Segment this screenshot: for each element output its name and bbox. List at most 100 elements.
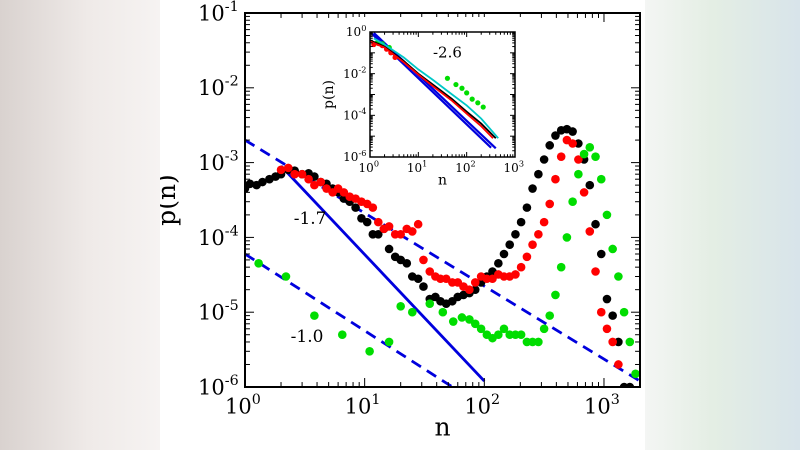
inset-series-2-point-8: [469, 96, 475, 102]
main-series-2-point-55: [591, 267, 600, 276]
main-series-1-point-67: [625, 382, 635, 387]
main-y-tick-label-6: 10-1: [198, 0, 239, 25]
inset-data-layer: [370, 32, 499, 150]
main-series-2-point-26: [425, 267, 435, 276]
main-series-1-point-25: [384, 244, 394, 254]
main-series-2-point-7: [316, 177, 326, 187]
main-series-3-point-9: [425, 299, 435, 308]
inset-series-2-point-5: [453, 81, 459, 88]
main-series-1-point-31: [419, 282, 428, 291]
main-series-3-point-13: [465, 315, 474, 324]
main-series-1-point-54: [551, 131, 560, 140]
main-series-1-point-46: [505, 240, 515, 249]
main-series-1-point-52: [539, 155, 549, 164]
main-series-3-point-2: [281, 272, 291, 281]
main-series-1-point-61: [591, 219, 600, 229]
main-series-3-point-18: [494, 330, 503, 340]
main-series-1-point-28: [402, 259, 412, 268]
main-series-1-point-64: [608, 311, 617, 320]
main-series-3-point-27: [545, 311, 555, 320]
main-series-3-point-26: [539, 324, 549, 334]
main-series-2-point-11: [339, 188, 349, 197]
main-series-2-point-42: [516, 262, 526, 272]
main-series-2-point-16: [368, 203, 378, 212]
main-plot-frame: [244, 12, 641, 388]
main-series-3-point-32: [574, 169, 583, 179]
main-series-1-point-62: [596, 249, 606, 259]
main-series-2-point-24: [413, 219, 423, 229]
main-series-3-point-37: [602, 210, 612, 220]
main-series-2-point-4: [297, 169, 307, 179]
main-series-3-point-5: [365, 347, 374, 356]
main-series-2-point-8: [322, 184, 331, 193]
inset-y-tick-label-4: 100: [346, 23, 366, 39]
main-series-2-point-5: [304, 174, 313, 184]
main-series-3-point-4: [337, 330, 347, 340]
main-series-2-point-48: [551, 174, 560, 184]
main-series-1-point-45: [499, 249, 509, 259]
main-series-3-point-6: [384, 337, 394, 347]
main-series-1-point-63: [602, 294, 612, 304]
main-series-2-point-49: [556, 152, 566, 161]
main-series-1-point-21: [362, 217, 372, 227]
main-series-1-point-4: [258, 177, 267, 187]
main-series-3-point-35: [591, 152, 600, 161]
main-series-1-point-44: [494, 259, 503, 268]
main-series-3-point-22: [516, 330, 526, 340]
main-y-tick-label-2: 10-5: [198, 298, 239, 324]
main-series-1-point-40: [470, 285, 480, 294]
main-series-1-point-50: [528, 184, 537, 193]
inset-x-tick-label-2: 101: [407, 159, 427, 175]
inset-x-axis-label: n: [438, 173, 447, 189]
main-series-2-point-1: [276, 165, 286, 175]
background-right: [640, 0, 800, 450]
main-x-tick-label-3: 102: [464, 392, 500, 418]
main-series-3-point-36: [596, 174, 606, 184]
inset-series-2-point-7: [464, 90, 470, 96]
main-series-3-point-29: [556, 262, 566, 272]
main-slope-label-2: -1.0: [291, 327, 324, 347]
main-series-1-point-48: [516, 217, 526, 227]
inset-x-tick-label-1: 100: [359, 159, 379, 175]
main-series-2-point-25: [419, 255, 428, 265]
main-series-2-point-23: [407, 227, 417, 236]
main-series-3-point-30: [562, 233, 572, 242]
main-series-3-point-39: [614, 272, 623, 281]
main-series-2-point-59: [614, 360, 623, 369]
main-series-2-point-19: [384, 222, 394, 231]
main-x-tick-label-1: 100: [225, 392, 261, 418]
main-series-2-point-45: [534, 230, 543, 239]
main-series-1-point-19: [351, 203, 360, 212]
main-y-tick-label-3: 10-4: [198, 223, 239, 249]
main-fit-line-3: [280, 165, 486, 383]
main-series-2-point-53: [579, 188, 589, 197]
inset-group: 100 101 102 103 10-6 10-4 10-2 100 n p(n) -2.6: [321, 23, 524, 189]
main-series-1-point-2: [245, 179, 255, 189]
inset-fit-line-2: [373, 32, 497, 150]
main-y-tick-label-1: 10-6: [198, 373, 239, 399]
main-series-3-point-38: [608, 244, 617, 254]
inset-slope-label-1: -2.6: [433, 43, 462, 61]
inset-y-axis-label: p(n): [321, 80, 337, 109]
inset-series-2-point-6: [459, 85, 465, 91]
main-series-1-point-57: [568, 127, 577, 136]
main-series-2-point-57: [602, 324, 612, 334]
inset-series-2-point-10: [480, 104, 486, 110]
main-series-2-point-2: [283, 163, 293, 173]
chart-svg: 100 101 102 103 10-6 10-5 10-4 10-3 10-2 10-1 n p(n…: [160, 0, 641, 441]
main-data-layer: [245, 124, 640, 387]
main-series-2-point-6: [310, 180, 319, 190]
figure-panel: 100 101 102 103 10-6 10-5 10-4 10-3 10-2 10-1 n p(n…: [160, 0, 645, 450]
main-series-1-point-60: [585, 180, 595, 190]
main-series-2-point-54: [585, 227, 595, 236]
main-series-3-point-8: [407, 307, 417, 317]
main-series-2-point-44: [528, 240, 537, 249]
main-series-2-point-3: [290, 169, 299, 179]
main-series-3-point-1: [254, 259, 263, 268]
main-series-2-point-46: [539, 217, 549, 227]
main-series-3-point-31: [568, 197, 577, 207]
main-series-3-point-12: [457, 313, 467, 322]
main-series-3-point-25: [534, 337, 543, 347]
inset-series-4-line: [370, 40, 494, 139]
main-series-1-point-30: [413, 274, 423, 284]
